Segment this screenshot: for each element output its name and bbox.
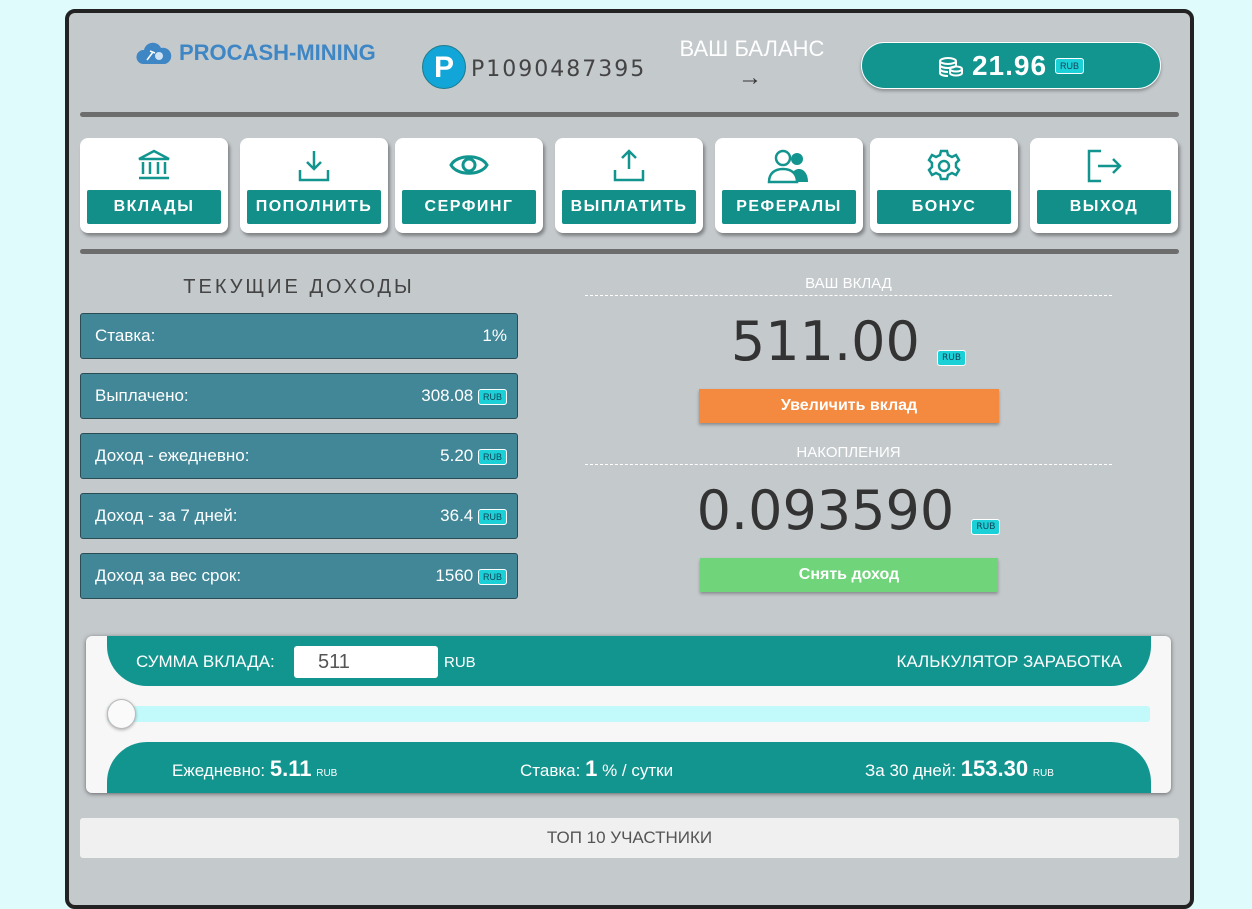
account-id: P1090487395 — [471, 57, 647, 82]
currency-badge: RUB — [1055, 57, 1085, 74]
nav-card-surfing[interactable]: СЕРФИНГ — [395, 138, 543, 233]
eye-icon — [449, 155, 489, 175]
nav-button-topup[interactable]: ПОПОЛНИТЬ — [247, 190, 381, 224]
daily-result: Ежедневно: 5.11 RUB — [172, 756, 337, 782]
row-value: 308.08 — [421, 386, 474, 405]
currency-badge: RUB — [477, 508, 507, 525]
income-row-total: Доход за вес срок: 1560 RUB — [80, 553, 518, 599]
sum-label: СУММА ВКЛАДА: — [136, 652, 275, 671]
nav-button-deposits[interactable]: ВКЛАДЫ — [87, 190, 221, 224]
deposit-amount: 511.00 RUB — [585, 310, 1112, 373]
rate-unit: % / сутки — [602, 761, 674, 780]
daily-currency: RUB — [316, 768, 338, 779]
arrow-right-icon: → — [738, 64, 762, 91]
avatar: P — [422, 45, 466, 89]
logo-text: PROCASH-MINING — [179, 40, 376, 65]
rate-label: Ставка: — [520, 761, 581, 780]
divider — [80, 112, 1179, 117]
row-value: 1560 — [435, 566, 474, 585]
month-label: За 30 дней: — [865, 761, 957, 780]
calculator-results: Ежедневно: 5.11 RUB Ставка: 1 % / сутки … — [107, 742, 1151, 793]
row-label: Доход - за 7 дней: — [95, 506, 238, 525]
top10-participants-button[interactable]: ТОП 10 УЧАСТНИКИ — [80, 818, 1179, 858]
logo[interactable]: PROCASH-MINING — [135, 40, 376, 66]
deposit-label: ВАШ ВКЛАД — [585, 275, 1112, 296]
nav-card-withdraw[interactable]: ВЫПЛАТИТЬ — [555, 138, 703, 233]
month-currency: RUB — [1032, 768, 1054, 779]
deposit-value: 511.00 — [730, 310, 920, 373]
amount-slider-track[interactable] — [107, 706, 1150, 722]
earnings-calculator: СУММА ВКЛАДА: RUB КАЛЬКУЛЯТОР ЗАРАБОТКА … — [86, 636, 1171, 793]
sum-currency: RUB — [444, 654, 476, 671]
nav-button-referrals[interactable]: РЕФЕРАЛЫ — [722, 190, 856, 224]
balance-label: ВАШ БАЛАНС — [679, 36, 825, 61]
coins-icon — [938, 56, 963, 77]
nav-card-deposits[interactable]: ВКЛАДЫ — [80, 138, 228, 233]
savings-label: НАКОПЛЕНИЯ — [585, 444, 1112, 465]
row-label: Ставка: — [95, 326, 156, 345]
row-value: 36.4 — [440, 506, 474, 525]
currency-badge: RUB — [477, 568, 507, 585]
daily-label: Ежедневно: — [172, 761, 266, 780]
nav-button-logout[interactable]: ВЫХОД — [1037, 190, 1171, 224]
income-row-paid: Выплачено: 308.08 RUB — [80, 373, 518, 419]
savings-amount: 0.093590 RUB — [585, 479, 1112, 542]
currency-badge: RUB — [971, 519, 1001, 535]
increase-deposit-button[interactable]: Увеличить вклад — [699, 389, 999, 423]
logout-icon — [1087, 149, 1122, 183]
nav-button-surfing[interactable]: СЕРФИНГ — [402, 190, 536, 224]
row-label: Доход - ежедневно: — [95, 446, 250, 465]
sum-input[interactable] — [294, 646, 438, 678]
currency-badge: RUB — [937, 350, 967, 366]
balance-value: 21.96 — [971, 49, 1048, 81]
income-row-rate: Ставка: 1% — [80, 313, 518, 359]
row-value: 1% — [482, 326, 507, 345]
month-result: За 30 дней: 153.30 RUB — [865, 756, 1054, 782]
download-icon — [298, 151, 330, 182]
income-title: ТЕКУЩИЕ ДОХОДЫ — [183, 276, 415, 298]
currency-badge: RUB — [477, 448, 507, 465]
income-row-weekly: Доход - за 7 дней: 36.4 RUB — [80, 493, 518, 539]
nav-button-withdraw[interactable]: ВЫПЛАТИТЬ — [562, 190, 696, 224]
savings-value: 0.093590 — [696, 479, 955, 542]
calculator-header: СУММА ВКЛАДА: RUB КАЛЬКУЛЯТОР ЗАРАБОТКА — [107, 636, 1151, 686]
nav-card-logout[interactable]: ВЫХОД — [1030, 138, 1178, 233]
bank-icon — [138, 149, 170, 180]
income-row-daily: Доход - ежедневно: 5.20 RUB — [80, 433, 518, 479]
upload-icon — [613, 149, 645, 182]
nav-card-topup[interactable]: ПОПОЛНИТЬ — [240, 138, 388, 233]
nav-card-referrals[interactable]: РЕФЕРАЛЫ — [715, 138, 863, 233]
amount-slider-thumb[interactable] — [107, 699, 136, 729]
nav-card-bonus[interactable]: БОНУС — [870, 138, 1018, 233]
gear-icon — [927, 149, 961, 181]
month-value: 153.30 — [960, 756, 1029, 781]
nav-button-bonus[interactable]: БОНУС — [877, 190, 1011, 224]
rate-result: Ставка: 1 % / сутки — [520, 756, 673, 782]
row-label: Доход за вес срок: — [95, 566, 242, 585]
cloud-pickaxe-icon — [136, 42, 172, 64]
divider — [80, 249, 1179, 254]
row-value: 5.20 — [440, 446, 474, 465]
rate-value: 1 — [585, 756, 598, 781]
calculator-title: КАЛЬКУЛЯТОР ЗАРАБОТКА — [896, 652, 1122, 671]
row-label: Выплачено: — [95, 386, 189, 405]
users-icon — [767, 149, 808, 184]
balance-pill[interactable]: 21.96 RUB — [861, 42, 1161, 89]
withdraw-income-button[interactable]: Снять доход — [700, 558, 998, 592]
daily-value: 5.11 — [269, 756, 312, 781]
currency-badge: RUB — [477, 388, 507, 405]
